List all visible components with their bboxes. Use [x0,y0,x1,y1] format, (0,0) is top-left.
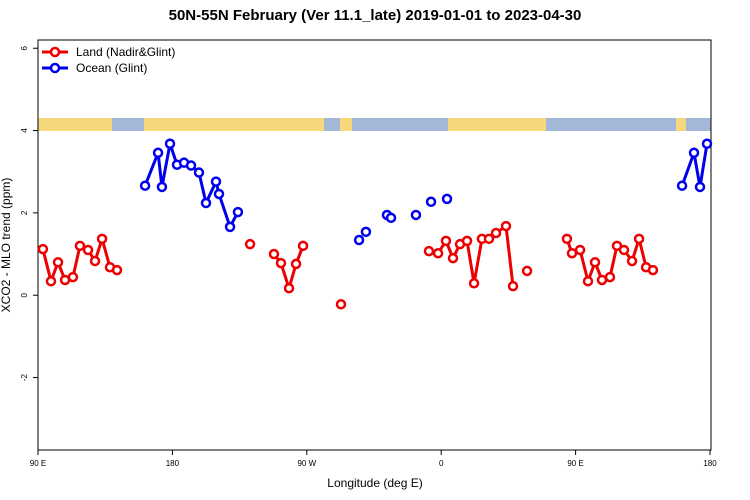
data-point [441,193,453,205]
y-tick-label: 0 [20,292,29,297]
data-point [447,252,459,264]
data-point [297,240,309,252]
data-point [193,167,205,178]
data-point [468,278,480,289]
data-point [521,265,533,277]
data-point [156,181,168,193]
data-point [353,234,365,246]
x-tick-label: 90 W [297,459,316,468]
data-point [500,220,512,232]
data-point [139,180,151,191]
x-tick-label: 180 [166,459,180,468]
plot-frame [37,39,712,451]
data-point [423,245,435,257]
y-tick-label: 2 [20,210,29,215]
data-point [626,255,638,267]
data-point [224,221,236,233]
y-tick-label: 4 [20,128,29,133]
data-point [232,206,244,218]
data-point [507,280,519,292]
data-point [694,181,706,193]
x-tick-label: 90 E [30,459,46,468]
data-point [89,255,101,267]
data-point [360,226,372,238]
data-point [111,264,123,276]
data-point [268,248,280,260]
data-point [618,244,630,256]
data-point [152,147,164,159]
data-point [37,243,49,255]
data-point [410,209,422,221]
data-point [335,299,347,310]
data-point [82,244,94,256]
data-point [185,160,197,171]
data-point [67,271,79,283]
data-point [701,138,713,149]
data-point [432,247,444,259]
data-point [96,233,108,245]
data-point [604,271,616,283]
data-point [200,197,212,209]
data-point [210,176,222,187]
x-tick-label: 180 [703,459,717,468]
legend-marker [49,46,61,58]
data-point [633,233,645,245]
data-point [290,258,302,270]
data-point [385,212,397,224]
x-tick-label: 0 [439,459,444,468]
chart-title: 50N-55N February (Ver 11.1_late) 2019-01… [169,7,582,24]
data-point [45,275,57,287]
data-point [425,196,437,208]
data-point [52,257,64,268]
data-point [283,282,295,294]
series-line [680,143,709,188]
data-point [244,238,256,250]
data-point [561,233,573,245]
data-point [688,147,700,159]
data-point [483,233,495,245]
data-point [275,257,287,269]
data-point [566,247,578,259]
y-axis-label: XCO2 - MLO trend (ppm) [0,178,13,313]
data-point [74,240,86,252]
land-ocean-strip [38,118,711,131]
data-point [647,264,659,276]
x-tick-label: 90 E [567,459,583,468]
data-point [582,275,594,287]
data-point [164,138,176,149]
data-point [676,180,688,191]
y-tick-label: -2 [20,373,29,381]
data-point [574,244,586,256]
data-point [461,235,473,247]
data-point [589,257,601,268]
data-point [213,188,225,200]
data-point [490,227,502,239]
y-tick-label: 6 [20,45,29,50]
data-point [440,235,452,247]
legend-label: Land (Nadir&Glint) [76,45,175,59]
x-axis-label: Longitude (deg E) [327,476,422,490]
legend-label: Ocean (Glint) [76,61,147,75]
legend-marker [49,62,61,74]
